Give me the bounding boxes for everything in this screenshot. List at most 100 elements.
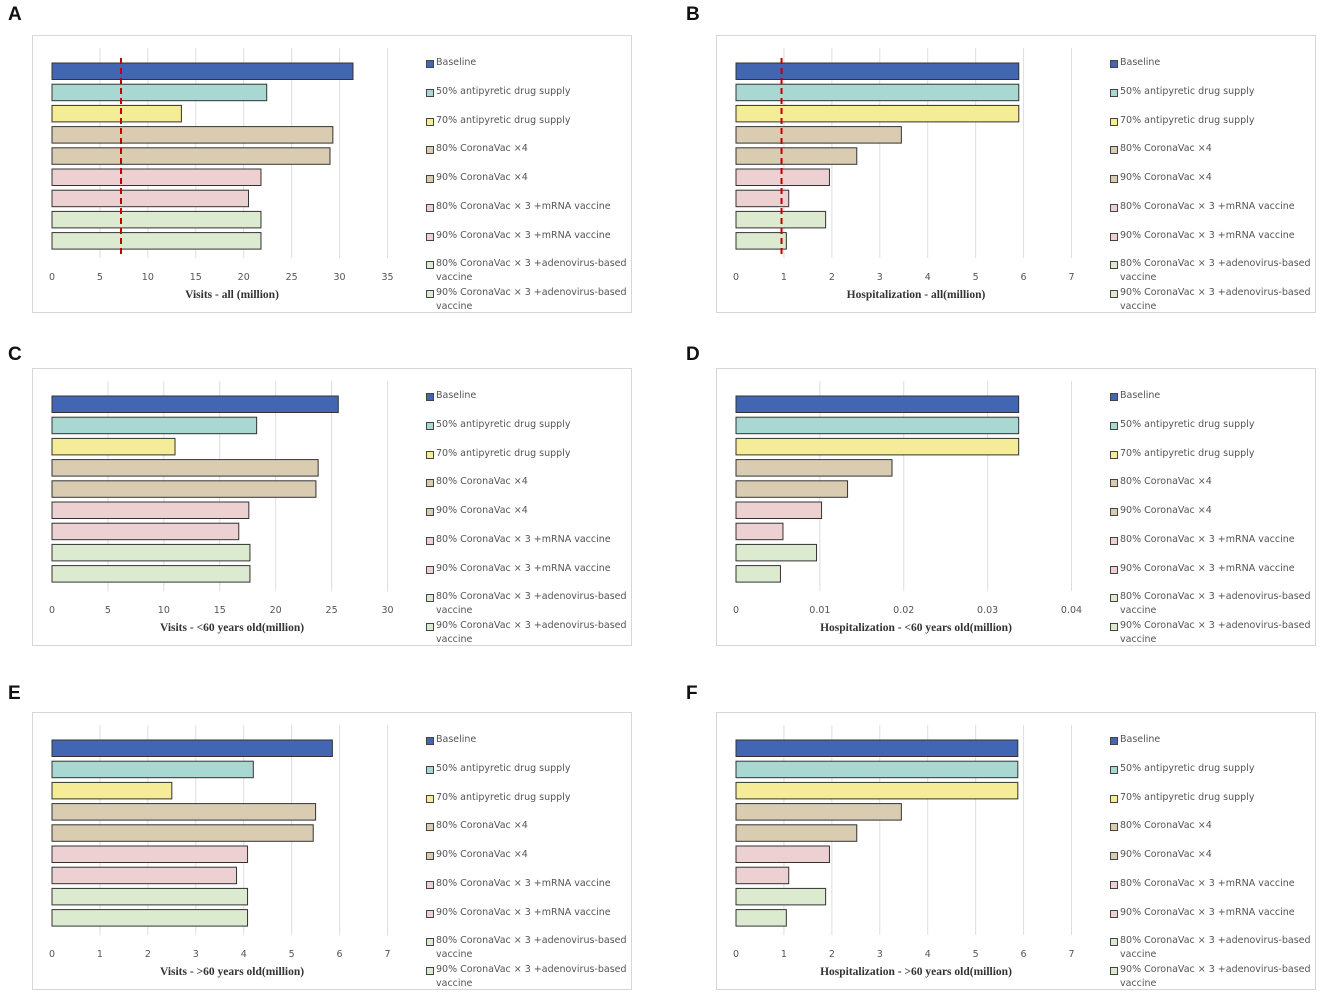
legend-item: 80% CoronaVac × 3 +adenovirus-based vacc…: [426, 257, 631, 285]
legend-label: 90% CoronaVac × 3 +adenovirus-based vacc…: [1120, 964, 1311, 989]
bar: [735, 824, 858, 842]
legend-item: 70% antipyretic drug supply: [1110, 447, 1315, 461]
bar: [735, 126, 902, 144]
legend-item: 90% CoronaVac ×4: [426, 848, 631, 862]
legend-swatch: [1110, 938, 1118, 946]
bar: [51, 62, 354, 80]
legend-label: 90% CoronaVac × 3 +mRNA vaccine: [436, 563, 611, 574]
chart-panel-b: 0 1 2 3 4 5 6 7 Hospitalization - all(million) Ba…: [716, 35, 1316, 313]
legend-swatch: [1110, 451, 1118, 459]
legend-item: Baseline: [426, 733, 631, 747]
chart-panel-e: 0 1 2 3 4 5 6 7 Visits - >60 years old(million) B…: [32, 712, 632, 990]
x-tick-label: 30: [334, 272, 346, 283]
legend-item: Baseline: [1110, 56, 1315, 70]
legend-item: Baseline: [426, 56, 631, 70]
legend-label: 80% CoronaVac × 3 +adenovirus-based vacc…: [1120, 591, 1311, 616]
x-tick-label: 3: [193, 949, 199, 960]
bar: [51, 104, 182, 123]
legend-item: 50% antipyretic drug supply: [426, 418, 631, 432]
x-tick-label: 7: [1068, 949, 1074, 960]
bar: [735, 147, 858, 165]
legend-swatch: [1110, 566, 1118, 574]
legend-item: 80% CoronaVac × 3 +mRNA vaccine: [1110, 200, 1315, 214]
legend-label: 80% CoronaVac × 3 +mRNA vaccine: [1120, 534, 1295, 545]
legend-label: 50% antipyretic drug supply: [1120, 86, 1255, 97]
x-tick-label: 25: [326, 605, 338, 616]
panel-letter-d: D: [686, 344, 700, 365]
bar: [51, 437, 176, 456]
legend-swatch: [426, 766, 434, 774]
legend-label: 80% CoronaVac × 3 +mRNA vaccine: [436, 878, 611, 889]
legend-item: 70% antipyretic drug supply: [426, 447, 631, 461]
x-tick-label: 35: [381, 272, 393, 283]
legend-item: 90% CoronaVac × 3 +mRNA vaccine: [1110, 906, 1315, 920]
bar: [735, 739, 1019, 757]
legend-label: 80% CoronaVac × 3 +adenovirus-based vacc…: [436, 258, 627, 283]
bar: [735, 543, 818, 562]
x-tick-label: 0.01: [809, 605, 830, 616]
bar: [51, 887, 249, 906]
legend-label: 80% CoronaVac ×4: [436, 143, 528, 154]
legend-swatch: [426, 393, 434, 401]
x-tick-label: 4: [925, 949, 931, 960]
legend-swatch: [426, 623, 434, 631]
legend-swatch: [1110, 537, 1118, 545]
legend-label: 90% CoronaVac × 3 +adenovirus-based vacc…: [436, 287, 627, 312]
legend-label: 50% antipyretic drug supply: [1120, 419, 1255, 430]
legend-label: 80% CoronaVac × 3 +mRNA vaccine: [1120, 201, 1295, 212]
bar: [735, 501, 823, 519]
x-tick-label: 10: [158, 605, 170, 616]
legend-label: 80% CoronaVac × 3 +adenovirus-based vacc…: [1120, 935, 1311, 960]
legend-label: 70% antipyretic drug supply: [436, 792, 571, 803]
legend-label: 80% CoronaVac ×4: [436, 476, 528, 487]
legend-label: Baseline: [436, 734, 477, 745]
x-axis-label: Visits - all (million): [185, 289, 279, 301]
x-axis-label: Visits - >60 years old(million): [160, 966, 304, 978]
legend-item: 80% CoronaVac × 3 +mRNA vaccine: [1110, 533, 1315, 547]
chart-panel-c: 0 5 10 15 20 25 30 Visits - <60 years old(milli…: [32, 368, 632, 646]
chart-svg: 0 1 2 3 4 5 6 7 Hospitalization - >60 years old(…: [733, 725, 1075, 978]
legend-label: 90% CoronaVac ×4: [1120, 505, 1212, 516]
legend-label: 50% antipyretic drug supply: [436, 86, 571, 97]
x-tick-label: 30: [381, 605, 393, 616]
x-tick-label: 0.03: [977, 605, 998, 616]
legend-item: 90% CoronaVac × 3 +mRNA vaccine: [426, 906, 631, 920]
legend-swatch: [426, 479, 434, 487]
legend-swatch: [1110, 795, 1118, 803]
legend-item: 90% CoronaVac × 3 +mRNA vaccine: [1110, 562, 1315, 576]
legend-item: 90% CoronaVac × 3 +adenovirus-based vacc…: [1110, 286, 1315, 314]
chart-panel-d: 0 0.01 0.02 0.03 0.04 Hospitalization - <60 y…: [716, 368, 1316, 646]
bar: [735, 168, 830, 186]
legend-item: 80% CoronaVac × 3 +mRNA vaccine: [1110, 877, 1315, 891]
panel-letter-c: C: [8, 344, 22, 365]
legend-swatch: [1110, 766, 1118, 774]
legend-label: Baseline: [436, 390, 477, 401]
bar: [735, 62, 1020, 80]
legend-swatch: [1110, 737, 1118, 745]
legend-swatch: [1110, 852, 1118, 860]
legend-swatch: [1110, 479, 1118, 487]
bar: [735, 459, 893, 477]
bar: [51, 189, 250, 208]
x-tick-label: 2: [145, 949, 151, 960]
chart-svg: 0 5 10 15 20 25 30 Visits - <60 years old(milli…: [49, 381, 394, 634]
bar: [735, 887, 827, 906]
chart-svg: 0 5 10 15 20 25 30 35 Visits - all (million): [49, 48, 394, 301]
bar: [51, 522, 240, 541]
panel-letter-a: A: [8, 4, 22, 25]
legend-label: 80% CoronaVac × 3 +mRNA vaccine: [1120, 878, 1295, 889]
x-tick-label: 1: [781, 949, 787, 960]
legend-label: 90% CoronaVac × 3 +adenovirus-based vacc…: [1120, 287, 1311, 312]
x-tick-label: 10: [142, 272, 154, 283]
legend-item: 90% CoronaVac ×4: [1110, 504, 1315, 518]
legend-swatch: [1110, 204, 1118, 212]
legend-label: Baseline: [1120, 390, 1161, 401]
legend-item: 90% CoronaVac × 3 +mRNA vaccine: [426, 562, 631, 576]
legend-item: Baseline: [1110, 389, 1315, 403]
bar: [51, 459, 319, 477]
legend-label: 90% CoronaVac ×4: [436, 505, 528, 516]
panel-letter-f: F: [686, 683, 698, 704]
x-tick-label: 4: [925, 272, 931, 283]
bar: [735, 565, 781, 583]
legend-swatch: [426, 451, 434, 459]
